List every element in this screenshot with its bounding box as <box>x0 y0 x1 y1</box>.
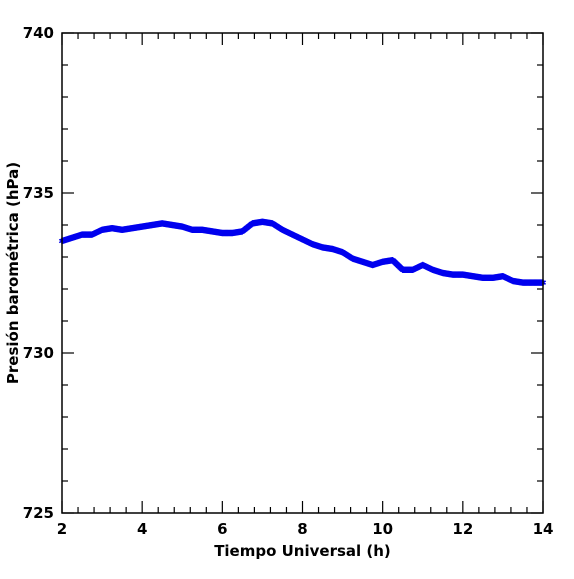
x-tick-label: 12 <box>452 520 473 538</box>
data-points <box>58 218 547 286</box>
x-tick-label: 10 <box>372 520 393 538</box>
y-tick-label: 730 <box>23 344 54 362</box>
y-tick-label: 740 <box>23 24 54 42</box>
x-tick-label: 14 <box>533 520 554 538</box>
x-tick-label: 4 <box>137 520 147 538</box>
y-tick-label: 735 <box>23 184 54 202</box>
plot-frame <box>61 32 544 514</box>
x-axis-title: Tiempo Universal (h) <box>214 542 391 560</box>
y-axis-title: Presión barométrica (hPa) <box>4 162 22 384</box>
y-tick-label: 725 <box>23 504 54 522</box>
labels-layer: 2 4 6 8 10 12 14 725 730 735 740 Tiempo Universal (… <box>4 24 553 560</box>
x-tick-label: 6 <box>217 520 227 538</box>
x-tick-label: 8 <box>297 520 307 538</box>
x-tick-label: 2 <box>57 520 67 538</box>
